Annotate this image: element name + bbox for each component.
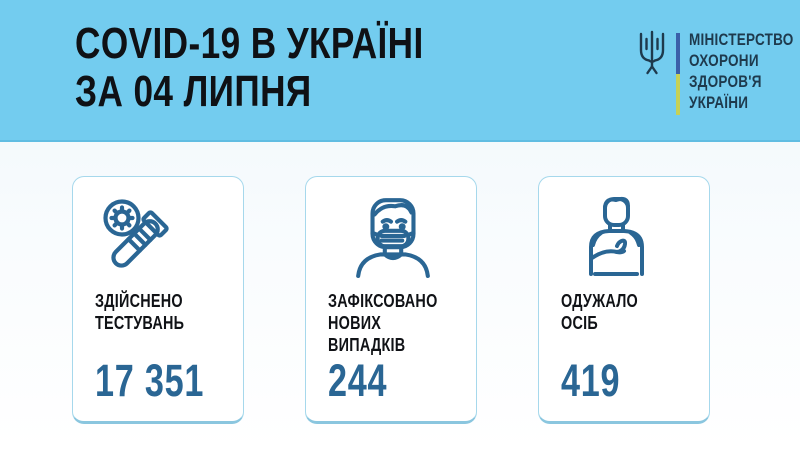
page-title: COVID-19 В УКРАЇНІ ЗА 04 ЛИПНЯ: [75, 20, 424, 116]
flag-bar: [676, 33, 680, 115]
card-new-cases-label-line2: НОВИХ: [328, 313, 382, 333]
ministry-name-line1: МІНІСТЕРСТВО: [689, 31, 794, 49]
card-recovered: ОДУЖАЛО ОСІБ 419: [538, 176, 710, 424]
card-new-cases-label: ЗАФІКСОВАНО НОВИХ ВИПАДКІВ: [328, 290, 438, 356]
stat-cards-row: ЗДІЙСНЕНО ТЕСТУВАНЬ 17 351: [72, 176, 710, 424]
card-tests-label-line2: ТЕСТУВАНЬ: [95, 313, 185, 333]
flag-bar-blue: [676, 33, 680, 74]
card-tests: ЗДІЙСНЕНО ТЕСТУВАНЬ 17 351: [72, 176, 244, 424]
ukraine-trident-icon: [639, 30, 665, 75]
card-new-cases-label-line1: ЗАФІКСОВАНО: [328, 291, 438, 311]
header-band: COVID-19 В УКРАЇНІ ЗА 04 ЛИПНЯ: [0, 0, 800, 142]
card-new-cases-value: 244: [328, 355, 388, 406]
ministry-name-line3: ЗДОРОВ'Я: [689, 73, 762, 91]
ministry-name-line2: ОХОРОНИ: [689, 52, 759, 70]
page-title-line2: ЗА 04 ЛИПНЯ: [75, 67, 312, 116]
card-recovered-label: ОДУЖАЛО ОСІБ: [561, 290, 665, 334]
card-tests-value: 17 351: [95, 355, 205, 406]
recovered-person-icon: [573, 194, 691, 286]
testtube-virus-icon: [95, 194, 225, 286]
card-new-cases-label-line3: ВИПАДКІВ: [328, 335, 406, 355]
card-recovered-label-line1: ОДУЖАЛО: [561, 291, 638, 311]
card-tests-label-line1: ЗДІЙСНЕНО: [95, 291, 183, 311]
card-tests-label: ЗДІЙСНЕНО ТЕСТУВАНЬ: [95, 290, 199, 334]
flag-bar-yellow: [676, 74, 680, 115]
card-new-cases: ЗАФІКСОВАНО НОВИХ ВИПАДКІВ 244: [305, 176, 477, 424]
card-recovered-label-line2: ОСІБ: [561, 313, 598, 333]
ministry-name: МІНІСТЕРСТВО ОХОРОНИ ЗДОРОВ'Я УКРАЇНИ: [689, 30, 794, 114]
ministry-logo-block: МІНІСТЕРСТВО ОХОРОНИ ЗДОРОВ'Я УКРАЇНИ: [636, 30, 800, 115]
ministry-name-line4: УКРАЇНИ: [689, 94, 749, 112]
page-title-line1: COVID-19 В УКРАЇНІ: [75, 19, 424, 68]
masked-person-icon: [350, 194, 458, 286]
card-recovered-value: 419: [561, 355, 621, 406]
